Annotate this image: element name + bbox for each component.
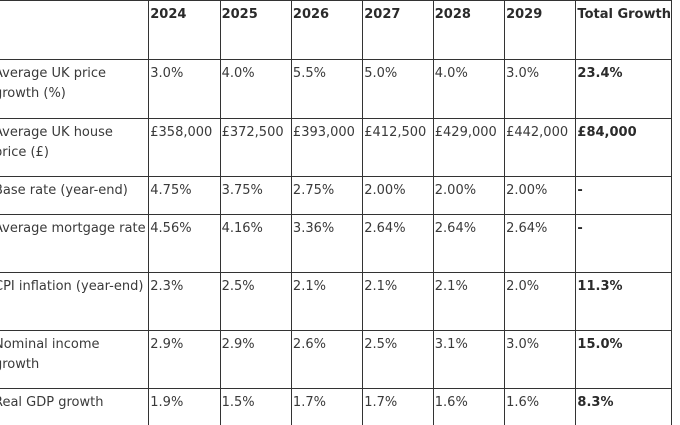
table-cell: 2.00% xyxy=(504,176,577,215)
table-cell: 2.75% xyxy=(290,176,364,215)
table-cell: 2.9% xyxy=(219,330,292,389)
table-cell: 1.7% xyxy=(362,388,434,425)
header-cell-empty xyxy=(0,0,150,60)
table-cell: 3.75% xyxy=(219,176,292,215)
table-cell: 2.64% xyxy=(362,214,434,273)
table-cell: 3.0% xyxy=(148,59,221,119)
table-row: Nominal income growth 2.9% 2.9% 2.6% 2.5… xyxy=(0,330,672,389)
table-cell: £372,500 xyxy=(219,118,292,177)
table-cell: 2.9% xyxy=(148,330,221,389)
total-growth-cell: 15.0% xyxy=(575,330,672,389)
row-label: Average mortgage rate xyxy=(0,214,150,273)
table-cell: 2.64% xyxy=(504,214,577,273)
table-header-row: 2024 2025 2026 2027 2028 2029 Total Grow… xyxy=(0,0,672,60)
table-cell: 2.1% xyxy=(432,272,506,331)
table-cell: £412,500 xyxy=(362,118,434,177)
table-cell: 1.9% xyxy=(148,388,221,425)
table-cell: 3.0% xyxy=(504,330,577,389)
table-cell: 4.56% xyxy=(148,214,221,273)
total-growth-cell: £84,000 xyxy=(575,118,672,177)
table-cell: 1.6% xyxy=(432,388,506,425)
table-cell: 4.16% xyxy=(219,214,292,273)
table-cell: 3.0% xyxy=(504,59,577,119)
header-cell-2024: 2024 xyxy=(148,0,221,60)
table-cell: 5.5% xyxy=(290,59,364,119)
table-cell: 2.5% xyxy=(219,272,292,331)
total-growth-cell: - xyxy=(575,176,672,215)
table-cell: £358,000 xyxy=(148,118,221,177)
table-cell: 2.6% xyxy=(290,330,364,389)
table-cell: 2.00% xyxy=(432,176,506,215)
table-row: Average UK price growth (%) 3.0% 4.0% 5.… xyxy=(0,59,672,119)
table-cell: 2.0% xyxy=(504,272,577,331)
table-row: Average mortgage rate 4.56% 4.16% 3.36% … xyxy=(0,214,672,273)
total-growth-cell: - xyxy=(575,214,672,273)
table-cell: 2.00% xyxy=(362,176,434,215)
table-cell: £429,000 xyxy=(432,118,506,177)
table-cell: £393,000 xyxy=(290,118,364,177)
header-cell-2028: 2028 xyxy=(432,0,506,60)
total-growth-cell: 11.3% xyxy=(575,272,672,331)
table-cell: 4.0% xyxy=(219,59,292,119)
header-cell-total-growth: Total Growth xyxy=(575,0,672,60)
row-label: Real GDP growth xyxy=(0,388,150,425)
table-cell: 2.1% xyxy=(290,272,364,331)
table-cell: 1.5% xyxy=(219,388,292,425)
table-cell: 3.1% xyxy=(432,330,506,389)
table-cell: 1.6% xyxy=(504,388,577,425)
table-row: Base rate (year-end) 4.75% 3.75% 2.75% 2… xyxy=(0,176,672,215)
table-cell: 2.1% xyxy=(362,272,434,331)
header-cell-2029: 2029 xyxy=(504,0,577,60)
total-growth-cell: 8.3% xyxy=(575,388,672,425)
row-label: Average UK house price (£) xyxy=(0,118,150,177)
table-cell: 3.36% xyxy=(290,214,364,273)
table-cell: 2.5% xyxy=(362,330,434,389)
row-label: Average UK price growth (%) xyxy=(0,59,150,119)
table-cell: 4.75% xyxy=(148,176,221,215)
table-row: Real GDP growth 1.9% 1.5% 1.7% 1.7% 1.6%… xyxy=(0,388,672,425)
row-label: Nominal income growth xyxy=(0,330,150,389)
table-cell: 2.3% xyxy=(148,272,221,331)
table-cell: 4.0% xyxy=(432,59,506,119)
row-label: Base rate (year-end) xyxy=(0,176,150,215)
header-cell-2027: 2027 xyxy=(362,0,434,60)
header-cell-2026: 2026 xyxy=(290,0,364,60)
table-row: Average UK house price (£) £358,000 £372… xyxy=(0,118,672,177)
row-label: CPI inflation (year-end) xyxy=(0,272,150,331)
table-cell: £442,000 xyxy=(504,118,577,177)
header-cell-2025: 2025 xyxy=(219,0,292,60)
table-cell: 5.0% xyxy=(362,59,434,119)
table-cell: 2.64% xyxy=(432,214,506,273)
table-cell: 1.7% xyxy=(290,388,364,425)
total-growth-cell: 23.4% xyxy=(575,59,672,119)
table-row: CPI inflation (year-end) 2.3% 2.5% 2.1% … xyxy=(0,272,672,331)
